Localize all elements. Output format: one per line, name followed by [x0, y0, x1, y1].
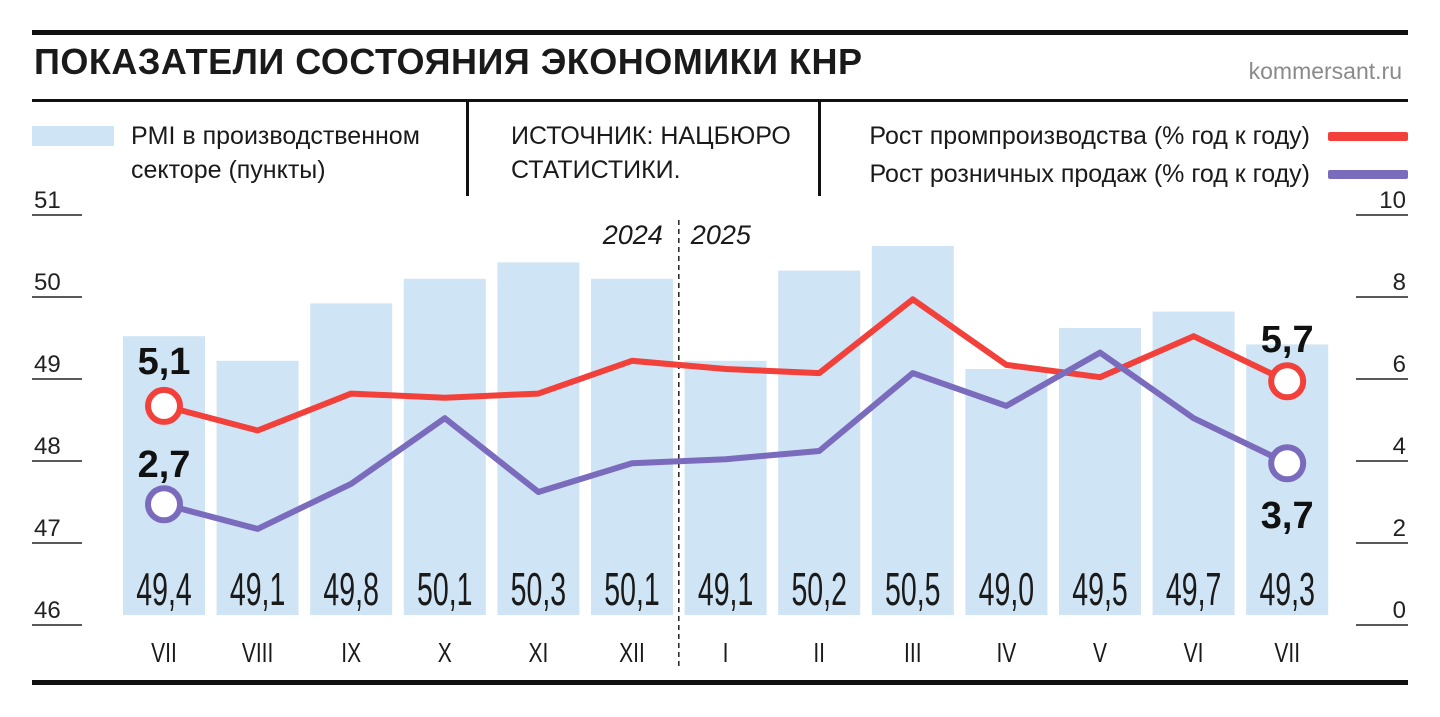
left-tick-label: 50 [34, 269, 61, 296]
pmi-value-label: 50,2 [791, 564, 847, 616]
category-label: II [813, 638, 825, 669]
pmi-value-label: 50,5 [885, 564, 941, 616]
industry-start-label: 5,1 [138, 341, 191, 383]
industry-legend-swatch [1328, 132, 1408, 141]
category-label: IV [996, 638, 1016, 669]
right-tick-label: 2 [1393, 515, 1406, 542]
retail-endpoint-marker [145, 485, 183, 524]
year-label-2024: 2024 [602, 220, 663, 250]
industry-endpoint-marker [145, 386, 183, 425]
pmi-value-label: 49,4 [136, 564, 192, 616]
right-tick-label: 8 [1393, 269, 1406, 296]
chart-title: ПОКАЗАТЕЛИ СОСТОЯНИЯ ЭКОНОМИКИ КНР [34, 41, 863, 82]
category-label: V [1093, 638, 1107, 669]
pmi-value-label: 50,1 [604, 564, 660, 616]
pmi-bar [871, 246, 954, 615]
pmi-bar [310, 303, 393, 615]
pmi-bar [403, 278, 486, 615]
pmi-value-label: 49,7 [1166, 564, 1222, 616]
pmi-bar [684, 360, 767, 615]
pmi-value-label: 50,3 [511, 564, 567, 616]
right-tick-label: 10 [1379, 187, 1406, 214]
pmi-bar [778, 270, 861, 615]
pmi-legend-swatch [32, 126, 114, 146]
retail-legend-label: Рост розничных продаж (% год к году) [869, 160, 1310, 188]
header-rule [32, 99, 1408, 102]
retail-legend-swatch [1328, 170, 1408, 179]
left-tick-label: 48 [34, 433, 61, 460]
category-label: X [438, 638, 452, 669]
pmi-value-label: 49,3 [1259, 564, 1315, 616]
right-tick-label: 0 [1393, 597, 1406, 624]
pmi-value-label: 49,1 [230, 564, 286, 616]
industry-legend-label: Рост промпроизводства (% год к году) [869, 122, 1310, 150]
right-tick-label: 6 [1393, 351, 1406, 378]
pmi-legend-label: PMI в производственном секторе (пункты) [131, 122, 420, 184]
bottom-rule [32, 680, 1408, 685]
category-label: VII [1274, 638, 1300, 669]
pmi-value-label: 49,1 [698, 564, 754, 616]
retail-endpoint-marker [1268, 444, 1307, 483]
category-label: VIII [242, 638, 274, 669]
industry-end-label: 5,7 [1261, 319, 1314, 361]
category-label: XI [528, 638, 548, 669]
pmi-bar [123, 336, 205, 615]
source-note: ИСТОЧНИК: НАЦБЮРО СТАТИСТИКИ. [511, 122, 791, 184]
category-label: III [904, 638, 922, 669]
left-tick-label: 49 [34, 351, 61, 378]
pmi-value-label: 50,1 [417, 564, 473, 616]
category-label: XII [619, 638, 645, 669]
industry-endpoint-marker [1268, 362, 1307, 401]
pmi-value-label: 49,5 [1072, 564, 1128, 616]
left-tick-label: 51 [34, 187, 61, 214]
retail-start-label: 2,7 [138, 444, 191, 486]
legend-divider-2 [818, 102, 821, 196]
year-label-2025: 2025 [690, 220, 752, 250]
site-label: kommersant.ru [1248, 58, 1402, 84]
pmi-bar [965, 369, 1048, 615]
left-tick-label: 47 [34, 515, 61, 542]
legend-divider-1 [466, 102, 469, 196]
category-label: I [723, 638, 729, 669]
pmi-bar [216, 360, 299, 615]
left-tick-label: 46 [34, 597, 61, 624]
right-tick-label: 4 [1393, 433, 1406, 460]
category-label: VII [151, 638, 177, 669]
top-rule [32, 30, 1408, 35]
pmi-value-label: 49,0 [979, 564, 1035, 616]
pmi-value-label: 49,8 [323, 564, 379, 616]
retail-end-label: 3,7 [1261, 495, 1314, 537]
pmi-bar [591, 278, 673, 615]
category-label: VI [1184, 638, 1204, 669]
category-label: IX [341, 638, 361, 669]
pmi-bar [1152, 311, 1235, 615]
pmi-bar [497, 262, 580, 615]
